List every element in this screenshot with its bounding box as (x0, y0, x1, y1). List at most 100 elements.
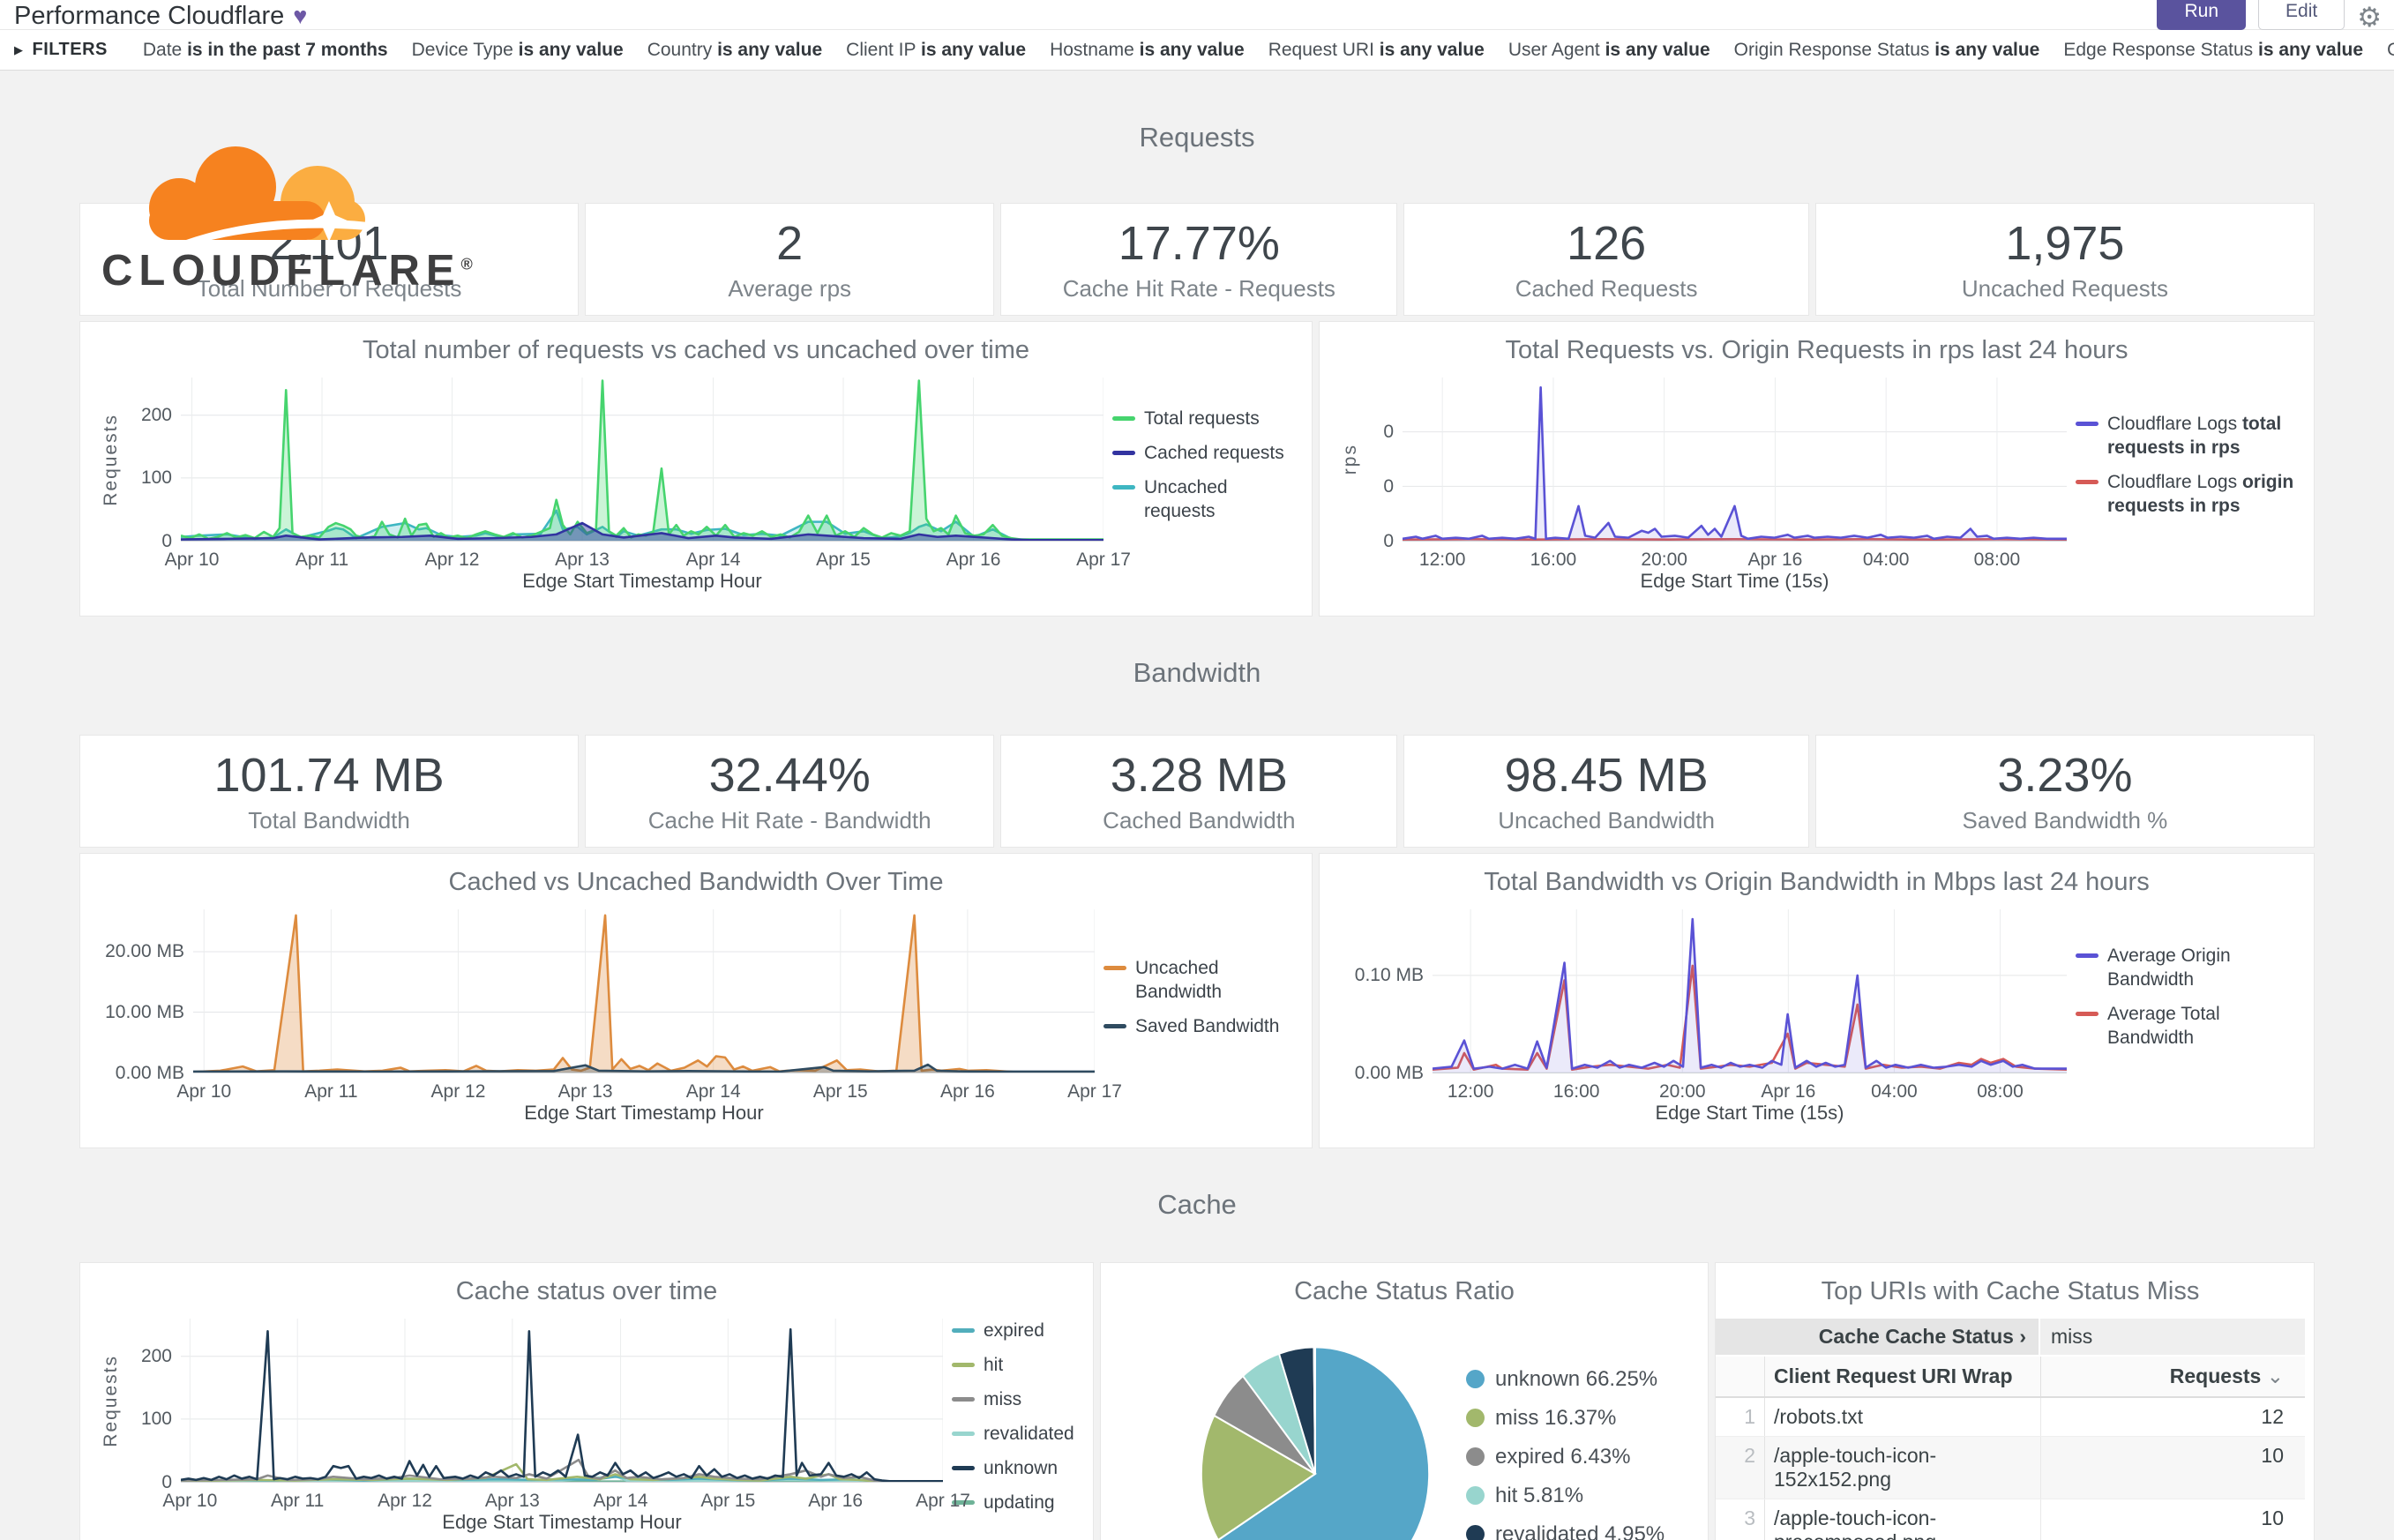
filter-date[interactable]: Date is in the past 7 months (143, 40, 388, 61)
chart-title: Cached vs Uncached Bandwidth Over Time (448, 868, 944, 896)
topbar-actions: Run Edit ⚙ (2157, 0, 2382, 34)
y-axis-title: Requests (101, 413, 121, 506)
gear-icon[interactable]: ⚙ (2357, 2, 2382, 33)
legend-chip (1112, 485, 1135, 490)
legend-item[interactable]: Total requests (1112, 407, 1296, 430)
table-row[interactable]: 2/apple-touch-icon-152x152.png 10 (1716, 1437, 2305, 1499)
x-tick-label: Apr 13 (555, 549, 610, 570)
bandwidth-kpi-tile[interactable]: 3.28 MB Cached Bandwidth (1000, 735, 1398, 848)
chart-card-cache-status-over-time: Cache status over time Requests 0 100 200 Ap… (79, 1262, 1094, 1540)
x-axis-ticks: 12:00 16:00 20:00 Apr 16 04:00 08:00 (1433, 1073, 2067, 1102)
kpi-label: Average rps (728, 274, 852, 302)
requests-kpi-tile[interactable]: 2 Average rps (585, 203, 995, 316)
x-tick-label: Apr 13 (557, 1081, 613, 1102)
legend-item[interactable]: Cached requests (1112, 441, 1296, 465)
pie-legend-item[interactable]: revalidated 4.95% (1466, 1522, 1665, 1540)
kpi-value: 17.77% (1118, 216, 1280, 270)
x-tick-label: 12:00 (1418, 549, 1466, 570)
kpi-value: 98.45 MB (1504, 748, 1709, 802)
filter-field: Device Type (411, 39, 519, 60)
filter-origin-ip[interactable]: Origin IP is any value (2387, 40, 2394, 61)
section-header-bandwidth: Bandwidth (1133, 657, 1261, 688)
chart-plot-area[interactable] (193, 909, 1095, 1073)
legend-item[interactable]: updating (952, 1491, 1077, 1514)
heart-icon: ♥ (293, 3, 308, 29)
legend-item[interactable]: Uncached Bandwidth (1103, 956, 1296, 1004)
cloudflare-logo: CLOUDFLARE® (101, 136, 473, 295)
table-row[interactable]: 3/apple-touch-icon-precomposed.png 10 (1716, 1499, 2305, 1540)
legend-item[interactable]: expired (952, 1319, 1077, 1342)
pie-legend-item[interactable]: miss 16.37% (1466, 1406, 1665, 1431)
bandwidth-kpi-tile[interactable]: 3.23% Saved Bandwidth % (1814, 735, 2315, 848)
legend-item[interactable]: miss (952, 1387, 1077, 1411)
filter-country[interactable]: Country is any value (647, 40, 822, 61)
x-tick-label: Apr 15 (812, 1081, 868, 1102)
x-axis-ticks: Apr 10 Apr 11 Apr 12 Apr 13 Apr 14 Apr 15 Apr … (162, 1483, 970, 1511)
legend-item[interactable]: Saved Bandwidth (1103, 1014, 1296, 1038)
pie-legend-item[interactable]: unknown 66.25% (1466, 1367, 1665, 1392)
pie-legend-label: revalidated 4.95% (1495, 1521, 1665, 1540)
filter-condition: is in the past 7 months (187, 39, 388, 60)
x-tick-label: Apr 10 (162, 1491, 218, 1511)
uri-column-header[interactable]: Client Request URI Wrap (1774, 1364, 2013, 1387)
legend-label: expired (984, 1320, 1044, 1341)
uri-cell[interactable]: /apple-touch-icon-precomposed.png (1774, 1506, 1937, 1540)
pie-legend-item[interactable]: expired 6.43% (1466, 1445, 1665, 1469)
legend-label: Average Origin Bandwidth (2107, 946, 2231, 990)
x-axis-ticks: Apr 10 Apr 11 Apr 12 Apr 13 Apr 14 Apr 15 Apr … (165, 542, 1131, 570)
section-header-requests: Requests (1139, 122, 1255, 153)
pie-legend-item[interactable]: hit 5.81% (1466, 1484, 1665, 1508)
filter-origin-response-status[interactable]: Origin Response Status is any value (1734, 40, 2040, 61)
filter-condition: is any value (518, 39, 624, 60)
y-tick-label: 0 (1383, 422, 1394, 442)
filter-field: Edge Response Status (2063, 39, 2258, 60)
requests-cell[interactable]: 10 (2040, 1499, 2305, 1540)
requests-kpi-tile[interactable]: 17.77% Cache Hit Rate - Requests (1000, 203, 1398, 316)
x-tick-label: Apr 17 (1067, 1081, 1122, 1102)
x-tick-label: Apr 11 (295, 549, 349, 570)
chart-plot-area[interactable] (181, 1319, 943, 1483)
filters-label: FILTERS (32, 40, 108, 59)
chart-legend: Total requests Cached requests Uncached re… (1112, 378, 1296, 593)
pivot-field-label[interactable]: Cache Cache Status › (1716, 1319, 2039, 1355)
y-axis-ticks: 0 0 0 (1365, 378, 1403, 551)
requests-kpi-tile[interactable]: 126 Cached Requests (1403, 203, 1809, 316)
filter-client-ip[interactable]: Client IP is any value (846, 40, 1026, 61)
y-tick-label: 0.00 MB (115, 1063, 184, 1083)
filter-condition: is any value (1605, 39, 1710, 60)
bandwidth-kpi-tile[interactable]: 32.44% Cache Hit Rate - Bandwidth (585, 735, 995, 848)
legend-item[interactable]: Average Origin Bandwidth (2076, 944, 2298, 991)
chart-plot-area[interactable] (1403, 378, 2067, 542)
filters-toggle[interactable]: ▶ FILTERS (14, 40, 108, 60)
filter-request-uri[interactable]: Request URI is any value (1268, 40, 1485, 61)
filter-hostname[interactable]: Hostname is any value (1050, 40, 1245, 61)
edit-button[interactable]: Edit (2258, 0, 2345, 30)
filter-edge-response-status[interactable]: Edge Response Status is any value (2063, 40, 2363, 61)
chart-plot-area[interactable] (181, 378, 1103, 542)
run-button[interactable]: Run (2157, 0, 2247, 30)
filter-user-agent[interactable]: User Agent is any value (1508, 40, 1710, 61)
pie-legend: unknown 66.25% miss 16.37% expired 6.43% hi… (1466, 1367, 1665, 1540)
filter-device-type[interactable]: Device Type is any value (412, 40, 624, 61)
uri-cell[interactable]: /apple-touch-icon-152x152.png (1774, 1444, 1937, 1491)
legend-item[interactable]: Cloudflare Logs origin requests in rps (2076, 470, 2298, 518)
requests-cell[interactable]: 10 (2040, 1437, 2305, 1499)
requests-kpi-tile[interactable]: 1,975 Uncached Requests (1814, 203, 2315, 316)
requests-column-header[interactable]: Requests ⌄ (2040, 1357, 2305, 1396)
uri-cell[interactable]: /robots.txt (1774, 1405, 1863, 1428)
requests-cell[interactable]: 12 (2040, 1398, 2305, 1436)
legend-item[interactable]: revalidated (952, 1422, 1077, 1446)
legend-item[interactable]: unknown (952, 1456, 1077, 1480)
legend-item[interactable]: hit (952, 1353, 1077, 1377)
x-axis-title: Edge Start Timestamp Hour (524, 1102, 764, 1124)
table-row[interactable]: 1/robots.txt 12 (1716, 1398, 2305, 1437)
bandwidth-kpi-tile[interactable]: 98.45 MB Uncached Bandwidth (1403, 735, 1809, 848)
legend-item[interactable]: Uncached requests (1112, 475, 1296, 523)
pie-chart[interactable] (1198, 1343, 1433, 1540)
chart-plot-area[interactable] (1433, 909, 2067, 1073)
legend-item[interactable]: Cloudflare Logs total requests in rps (2076, 412, 2298, 460)
legend-item[interactable]: Average Total Bandwidth (2076, 1002, 2298, 1050)
bandwidth-24h-chart: 0.00 MB 0.10 MB 12:00 16:00 20:00 Apr 16 04:00… (1335, 909, 2298, 1125)
bandwidth-kpi-tile[interactable]: 101.74 MB Total Bandwidth (79, 735, 580, 848)
filter-field: User Agent (1507, 39, 1605, 60)
